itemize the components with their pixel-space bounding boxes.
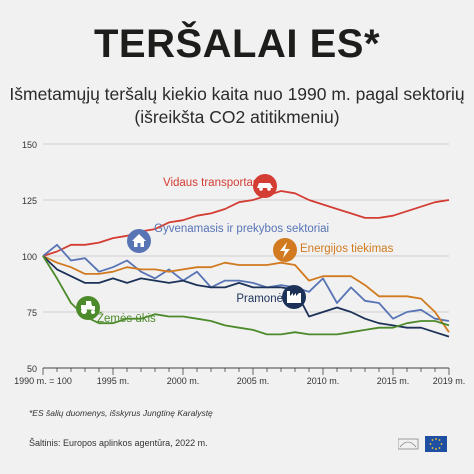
tractor-wheel: [91, 310, 95, 314]
tractor-wheel: [81, 308, 87, 314]
subtitle-line-1: Išmetamųjų teršalų kiekio kaita nuo 1990…: [9, 84, 465, 104]
car-wheel: [259, 187, 263, 191]
series-line-lightning: [42, 255, 450, 333]
series-line-house: [42, 243, 450, 322]
series-label-factory: Pramonė: [236, 285, 306, 309]
tractor-icon: [81, 301, 95, 310]
source-note: Šaltinis: Europos aplinkos agentūra, 202…: [29, 438, 208, 448]
y-tick-label: 125: [22, 196, 37, 206]
lightning-icon: [280, 242, 290, 258]
series-label-car: Vidaus transportas: [163, 174, 277, 198]
x-tick-label: 2019 m.: [433, 376, 466, 386]
subtitle-line-2: (išreikšta CO2 atitikmeniu): [134, 107, 340, 127]
car-icon: [257, 183, 273, 188]
series-label-house: Gyvenamasis ir prekybos sektoriai: [127, 223, 329, 253]
series-line-car: [42, 190, 450, 257]
european-parliament-logo: [398, 436, 447, 452]
y-tick-label: 150: [22, 140, 37, 150]
series-name: Gyvenamasis ir prekybos sektoriai: [154, 223, 329, 235]
x-tick-label: 1990 m. = 100: [14, 376, 72, 386]
series-name: Vidaus transportas: [163, 177, 259, 189]
x-tick-label: 1995 m.: [97, 376, 130, 386]
series-label-tractor: Žemės ūkis: [76, 296, 156, 325]
x-tick-label: 2010 m.: [307, 376, 340, 386]
chart-title: TERŠALAI ES*: [93, 22, 381, 66]
series-name: Pramonė: [236, 293, 283, 305]
footnote: *ES šalių duomenys, išskyrus Jungtinę Ka…: [29, 408, 213, 418]
series-line-tractor: [42, 255, 450, 336]
chart-subtitle: Išmetamųjų teršalų kiekio kaita nuo 1990…: [0, 83, 474, 129]
chart-series-lines: [42, 190, 450, 338]
chart-axes: 150 125 100 75 50 1990 m. = 100 1995 m. 2000 m.…: [14, 140, 465, 386]
house-icon: [132, 234, 146, 247]
y-tick-label: 50: [27, 364, 37, 374]
series-name: Žemės ūkis: [97, 312, 156, 325]
series-line-factory: [42, 255, 450, 338]
x-tick-label: 2005 m.: [237, 376, 270, 386]
car-wheel: [267, 187, 271, 191]
x-tick-label: 2000 m.: [167, 376, 200, 386]
series-name: Energijos tiekimas: [300, 243, 394, 255]
x-tick-label: 2015 m.: [377, 376, 410, 386]
factory-icon: [287, 291, 301, 303]
series-label-lightning: Energijos tiekimas: [273, 238, 394, 262]
chart-series-labels: Vidaus transportas Gyvenamasis ir prekybo…: [76, 174, 394, 325]
y-tick-label: 100: [22, 252, 37, 262]
y-tick-label: 75: [27, 308, 37, 318]
